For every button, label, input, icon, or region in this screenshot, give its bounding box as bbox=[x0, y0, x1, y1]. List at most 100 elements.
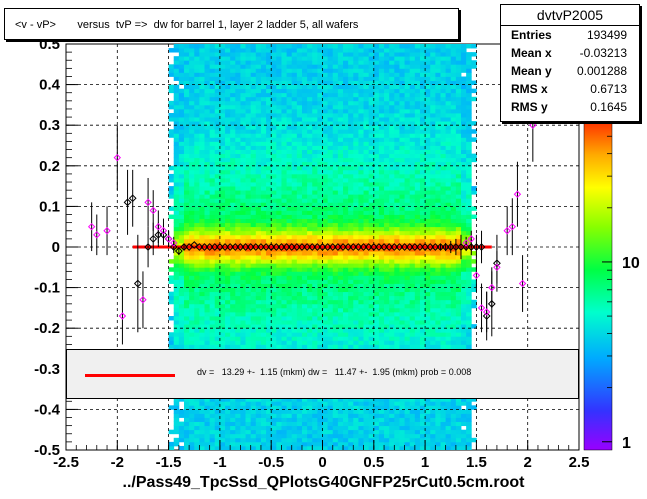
heat-cell bbox=[425, 441, 431, 447]
heat-cell bbox=[240, 409, 246, 414]
heat-cell bbox=[209, 263, 216, 268]
heat-cell bbox=[178, 165, 185, 171]
heat-cell bbox=[204, 52, 211, 57]
heat-cell bbox=[250, 206, 257, 211]
heat-cell bbox=[260, 104, 267, 110]
heat-cell bbox=[317, 96, 323, 102]
heat-cell bbox=[384, 60, 390, 65]
heat-cell bbox=[230, 96, 236, 102]
heat-cell bbox=[353, 242, 359, 248]
heat-cell bbox=[178, 145, 185, 150]
heat-cell bbox=[327, 177, 334, 183]
heat-cell bbox=[271, 242, 277, 248]
heat-cell bbox=[235, 251, 241, 256]
heat-cell bbox=[183, 433, 190, 439]
heat-cell bbox=[255, 251, 262, 256]
heat-cell bbox=[240, 157, 246, 163]
heat-cell bbox=[204, 295, 211, 301]
heat-cell bbox=[183, 405, 190, 410]
heat-cell bbox=[307, 133, 313, 138]
heat-cell bbox=[312, 247, 318, 252]
heat-cell bbox=[425, 417, 431, 422]
heat-cell bbox=[194, 271, 200, 276]
heat-cell bbox=[199, 397, 205, 402]
heat-cell bbox=[296, 149, 303, 155]
heat-cell bbox=[271, 186, 277, 191]
heat-cell bbox=[250, 267, 257, 272]
heat-cell bbox=[348, 96, 354, 102]
heat-cell bbox=[419, 60, 426, 65]
heat-cell bbox=[394, 72, 400, 77]
heat-cell bbox=[173, 88, 180, 94]
heat-cell bbox=[209, 405, 216, 410]
heat-cell bbox=[384, 190, 390, 195]
heat-cell bbox=[240, 186, 246, 191]
heat-cell bbox=[230, 271, 236, 276]
heat-cell bbox=[389, 405, 395, 410]
heat-cell bbox=[312, 80, 318, 85]
heat-cell bbox=[266, 214, 272, 219]
heat-cell bbox=[307, 234, 313, 240]
heat-cell bbox=[322, 52, 329, 57]
heat-cell bbox=[271, 271, 277, 276]
heat-cell bbox=[204, 80, 211, 85]
heat-cell bbox=[173, 340, 180, 345]
heat-cell bbox=[250, 64, 257, 69]
heat-cell bbox=[404, 125, 411, 130]
heat-cell bbox=[230, 263, 236, 268]
heat-cell bbox=[312, 405, 318, 410]
heat-cell bbox=[358, 113, 364, 118]
heat-cell bbox=[307, 153, 313, 159]
heat-cell bbox=[189, 141, 195, 146]
heat-cell bbox=[358, 421, 364, 427]
heat-cell bbox=[301, 332, 308, 337]
heat-cell bbox=[307, 409, 313, 414]
heat-cell bbox=[384, 202, 390, 207]
heat-cell bbox=[343, 92, 349, 98]
heat-cell bbox=[307, 80, 313, 85]
heat-cell bbox=[286, 441, 293, 447]
heat-cell bbox=[399, 137, 405, 142]
heat-cell bbox=[332, 145, 339, 150]
heat-cell bbox=[240, 129, 246, 134]
heat-cell bbox=[266, 234, 272, 240]
heat-cell bbox=[348, 311, 354, 317]
heat-cell bbox=[348, 291, 354, 297]
heat-cell bbox=[250, 190, 257, 195]
heat-cell bbox=[394, 84, 400, 90]
heat-cell bbox=[219, 108, 226, 114]
heat-cell bbox=[378, 202, 385, 207]
heat-cell bbox=[404, 100, 411, 106]
heat-cell bbox=[168, 133, 175, 138]
heat-cell bbox=[368, 283, 375, 288]
heat-cell bbox=[343, 247, 349, 252]
heat-cell bbox=[322, 190, 329, 195]
heat-cell bbox=[394, 173, 400, 179]
heat-cell bbox=[378, 198, 385, 203]
heat-cell bbox=[204, 417, 211, 422]
heat-cell bbox=[332, 80, 339, 85]
heat-cell bbox=[363, 291, 370, 297]
heat-cell bbox=[286, 161, 293, 167]
heat-cell bbox=[301, 214, 308, 219]
heat-cell bbox=[214, 121, 221, 126]
heat-cell bbox=[281, 72, 287, 77]
heat-cell bbox=[404, 247, 411, 252]
heat-cell bbox=[312, 340, 318, 345]
heat-cell bbox=[240, 84, 246, 90]
heat-cell bbox=[399, 88, 405, 94]
heat-cell bbox=[235, 198, 241, 203]
heat-cell bbox=[260, 295, 267, 301]
heat-cell bbox=[307, 283, 313, 288]
heat-cell bbox=[394, 56, 400, 61]
heat-cell bbox=[189, 421, 195, 427]
heat-cell bbox=[219, 441, 226, 447]
heat-cell bbox=[348, 182, 354, 187]
heat-cell bbox=[260, 251, 267, 256]
heat-cell bbox=[409, 108, 416, 114]
heat-cell bbox=[219, 161, 226, 167]
heat-cell bbox=[301, 149, 308, 155]
heat-cell bbox=[291, 336, 298, 341]
heat-cell bbox=[327, 401, 334, 406]
heat-cell bbox=[189, 299, 195, 305]
